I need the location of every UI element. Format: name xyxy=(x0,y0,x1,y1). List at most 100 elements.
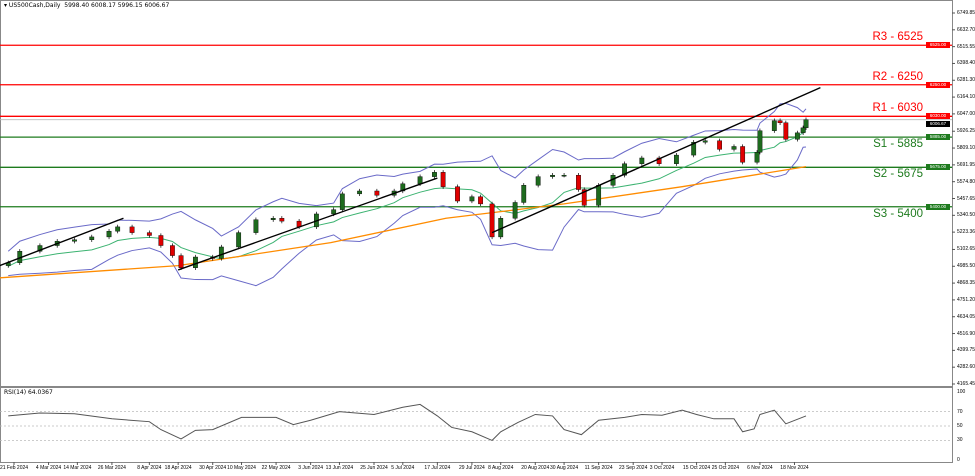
x-axis-label: 18 Nov 2024 xyxy=(780,465,809,471)
y-axis-label: 5691.95 xyxy=(957,161,975,168)
level-price-tag: 6250.00 xyxy=(926,81,950,88)
x-axis-label: 20 Aug 2024 xyxy=(521,465,550,471)
x-axis-label: 23 Sep 2024 xyxy=(619,465,648,471)
rsi-axis-label: 30 xyxy=(957,437,963,444)
candle-bullish xyxy=(550,174,555,177)
candle-bullish xyxy=(622,163,627,176)
y-axis-label: 5574.80 xyxy=(957,178,975,185)
chart-header: ▾ US500Cash,Daily 5998.40 6008.17 5996.1… xyxy=(4,2,170,9)
x-axis-label: 11 Sep 2024 xyxy=(584,465,613,471)
x-axis-label: 15 Oct 2024 xyxy=(682,465,711,471)
y-axis-label: 5457.65 xyxy=(957,195,975,202)
candle-bearish xyxy=(489,203,495,238)
symbol-label: US500Cash,Daily xyxy=(8,2,61,9)
candle-bearish xyxy=(440,172,446,187)
x-axis-label: 8 Apr 2024 xyxy=(137,465,162,471)
y-axis-label: 4516.90 xyxy=(957,330,975,337)
candle-bearish xyxy=(576,174,581,190)
level-price-tag: 6030.00 xyxy=(926,113,950,120)
candle-bullish xyxy=(561,174,567,177)
candle-bullish xyxy=(72,239,77,242)
x-axis-label: 14 Mar 2024 xyxy=(63,465,92,471)
x-axis-label: 5 Jul 2024 xyxy=(391,465,415,471)
candle-bearish xyxy=(158,235,164,246)
y-axis-label: 4282.60 xyxy=(957,364,975,371)
candle-bearish xyxy=(279,218,285,222)
x-axis-label: 10 May 2024 xyxy=(227,465,256,471)
y-axis-label: 4985.50 xyxy=(957,263,975,270)
main-panel-frame xyxy=(0,0,953,387)
level-price-tag: 5885.00 xyxy=(926,134,950,141)
candle-bearish xyxy=(455,186,460,202)
level-label: S3 - 5400 xyxy=(873,207,923,220)
y-axis-label: 5926.25 xyxy=(957,128,975,135)
y-axis-label: 4165.45 xyxy=(957,381,975,387)
trendline xyxy=(0,217,124,267)
y-axis-label: 6164.10 xyxy=(957,94,975,101)
candle-bearish xyxy=(783,122,789,140)
x-axis-label: 29 Jul 2024 xyxy=(458,465,485,471)
level-label: S1 - 5885 xyxy=(873,138,923,151)
y-axis-label: 5340.50 xyxy=(957,212,975,219)
candle-bullish xyxy=(339,193,345,210)
bollinger-lower-band xyxy=(8,146,807,287)
candle-bullish xyxy=(731,146,737,150)
candle-bearish xyxy=(169,245,175,256)
rsi-axis-label: 50 xyxy=(957,423,963,429)
level-label: S2 - 5675 xyxy=(873,168,923,181)
candle-bullish xyxy=(803,119,809,129)
level-label: R2 - 6250 xyxy=(872,70,923,83)
y-axis-label: 6632.70 xyxy=(957,26,975,33)
candle-bullish xyxy=(674,154,679,164)
candle-bullish xyxy=(37,245,43,252)
candle-bearish xyxy=(656,157,662,164)
rsi-title: RSI(14) 64.0367 xyxy=(4,389,53,396)
candle-bullish xyxy=(521,185,527,203)
candle-bullish xyxy=(702,140,708,143)
level-price-tag: 6525.00 xyxy=(926,42,950,49)
y-axis-label: 6047.00 xyxy=(957,110,975,117)
y-axis-label: 5102.65 xyxy=(957,246,975,253)
candle-bullish xyxy=(512,202,518,219)
y-axis-label: 6515.55 xyxy=(957,43,975,50)
candle-bearish xyxy=(581,189,587,206)
y-axis-label: 6281.30 xyxy=(957,77,975,84)
x-axis-label: 6 Nov 2024 xyxy=(747,465,773,471)
candle-bullish xyxy=(771,120,777,131)
candle-bullish xyxy=(218,246,224,259)
candle-bearish xyxy=(740,146,746,163)
moving-average-fast xyxy=(8,130,807,267)
y-axis-label: 6749.85 xyxy=(957,10,975,16)
candle-bearish xyxy=(717,140,723,150)
x-axis-label: 30 Apr 2024 xyxy=(199,465,227,471)
rsi-panel-frame xyxy=(0,387,953,463)
ohlc-readout: 5998.40 6008.17 5996.15 6006.67 xyxy=(64,2,170,9)
candle-bullish xyxy=(115,226,121,232)
rsi-axis-label: 0 xyxy=(957,457,960,463)
candle-bearish xyxy=(178,255,184,268)
y-axis-label: 4868.35 xyxy=(957,280,975,287)
rsi-axis-label: 70 xyxy=(957,408,963,415)
x-axis-label: 25 Jun 2024 xyxy=(360,465,388,471)
candle-bullish xyxy=(106,230,112,238)
candle-bullish xyxy=(193,256,198,268)
trendline xyxy=(177,177,438,271)
rsi-axis-label: 100 xyxy=(957,389,966,395)
candle-bullish xyxy=(800,127,806,134)
candle-bearish xyxy=(777,120,783,123)
candle-bearish xyxy=(478,196,483,205)
candle-bearish xyxy=(129,226,135,233)
level-price-tag: 5400.00 xyxy=(926,203,950,210)
x-axis-label: 18 Apr 2024 xyxy=(164,465,192,471)
x-axis-label: 25 Oct 2024 xyxy=(711,465,739,471)
candle-bullish xyxy=(357,190,362,195)
trendline xyxy=(491,86,821,234)
x-axis-label: 8 Aug 2024 xyxy=(488,465,514,471)
rsi-line xyxy=(8,403,807,441)
level-label: R1 - 6030 xyxy=(872,102,923,115)
x-axis-label: 17 Jul 2024 xyxy=(424,465,451,471)
candle-bullish xyxy=(596,185,602,206)
y-axis-label: 5809.10 xyxy=(957,145,975,152)
candle-bullish xyxy=(331,209,337,215)
